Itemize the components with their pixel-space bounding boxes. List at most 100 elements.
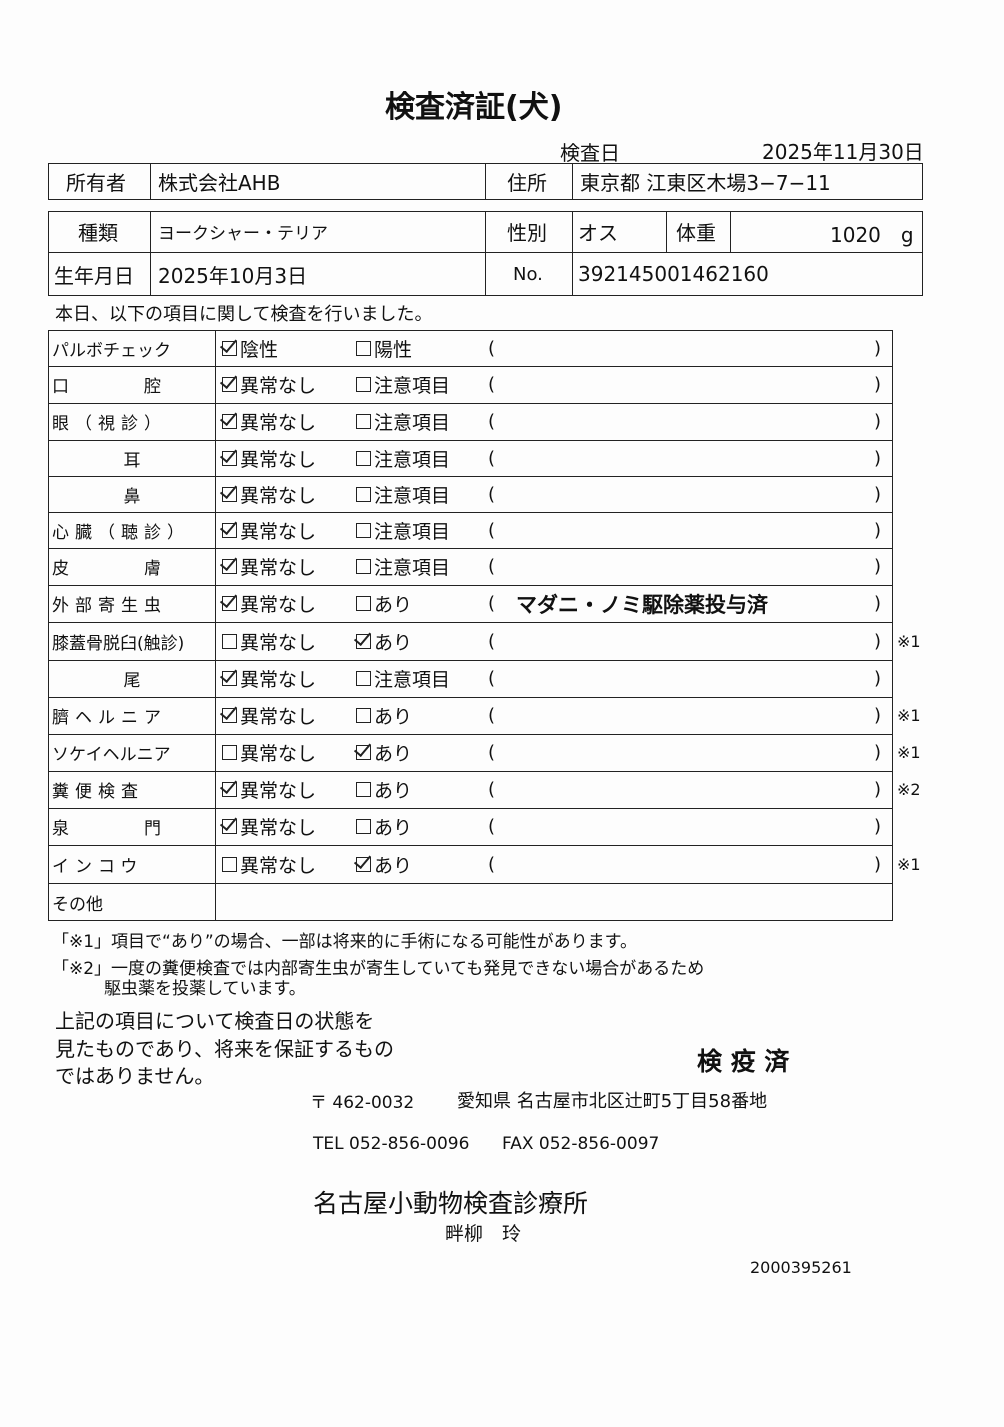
row-mark: ※1 [897, 706, 921, 725]
quarantine-stamp: 検 疫 済 [697, 1047, 790, 1076]
option-2[interactable]: あり [356, 771, 412, 808]
row-label: 外部寄生虫 [52, 596, 167, 616]
paren-open: ( [488, 668, 496, 689]
disclaimer-3: ではありません。 [55, 1064, 215, 1088]
checkbox[interactable] [356, 671, 371, 686]
checkbox[interactable] [222, 486, 237, 502]
option-1[interactable]: 陰性 [222, 330, 278, 366]
checkbox[interactable] [356, 486, 371, 502]
disclaimer-1: 上記の項目について検査日の状態を [55, 1009, 375, 1033]
checkbox[interactable] [356, 340, 371, 356]
option-2[interactable]: 陽性 [356, 330, 412, 366]
checkbox[interactable] [222, 633, 237, 649]
option-2[interactable]: 注意項目 [356, 660, 450, 697]
clinic-address: 愛知県 名古屋市北区辻町5丁目58番地 [457, 1091, 768, 1112]
paren-close: ) [874, 519, 882, 541]
option-2[interactable]: あり [356, 585, 412, 622]
other-label: その他 [52, 894, 103, 915]
option-2[interactable]: 注意項目 [356, 476, 450, 512]
paren-open: ( [488, 411, 496, 432]
row-label: 尾 [123, 671, 141, 691]
paren-close: ) [874, 593, 882, 614]
option-1[interactable]: 異常なし [222, 808, 316, 845]
option-1[interactable]: 異常なし [222, 440, 316, 476]
checkbox[interactable] [222, 596, 237, 611]
option-2[interactable]: 注意項目 [356, 512, 450, 548]
option-1[interactable]: 異常なし [222, 403, 316, 440]
paren-close: ) [874, 411, 882, 432]
row-label: 糞便検査 [52, 782, 144, 802]
checkbox[interactable] [222, 522, 237, 538]
checkbox[interactable] [356, 450, 371, 466]
breed-label: 種類 [78, 221, 118, 245]
option-1[interactable]: 異常なし [222, 697, 316, 734]
checkbox[interactable] [356, 745, 371, 760]
row-label: 鼻 [123, 486, 141, 507]
checkbox[interactable] [356, 522, 371, 538]
birth-label: 生年月日 [54, 263, 134, 288]
postal-code: 〒 462-0032 [310, 1093, 415, 1113]
option-2[interactable]: あり [356, 622, 412, 660]
checkbox[interactable] [222, 559, 237, 574]
checkbox[interactable] [356, 633, 371, 649]
option-1[interactable]: 異常なし [222, 622, 316, 660]
checkbox[interactable] [222, 340, 237, 356]
checkbox[interactable] [222, 708, 237, 723]
option-2[interactable]: あり [356, 845, 412, 883]
option-2[interactable]: 注意項目 [356, 548, 450, 585]
option-1[interactable]: 異常なし [222, 512, 316, 548]
option-1[interactable]: 異常なし [222, 771, 316, 808]
row-mark: ※1 [897, 631, 921, 651]
paren-close: ) [874, 668, 882, 689]
checkbox[interactable] [356, 596, 371, 611]
checkbox[interactable] [356, 856, 371, 872]
checkbox[interactable] [356, 377, 371, 392]
checkbox[interactable] [222, 819, 237, 834]
checkbox[interactable] [222, 745, 237, 760]
row-label: 膝蓋骨脱臼(触診) [52, 633, 185, 654]
checkbox[interactable] [222, 782, 237, 797]
option-2[interactable]: 注意項目 [356, 366, 450, 403]
checkbox[interactable] [222, 450, 237, 466]
option-1[interactable]: 異常なし [222, 548, 316, 585]
paren-close: ) [874, 337, 882, 359]
vet-name: 畔柳 玲 [445, 1223, 522, 1245]
row-label: 耳 [123, 450, 141, 471]
option-1[interactable]: 異常なし [222, 366, 316, 403]
option-1[interactable]: 異常なし [222, 476, 316, 512]
row-label: 泉 門 [52, 819, 167, 839]
sex-label: 性別 [507, 221, 547, 245]
option-2[interactable]: あり [356, 734, 412, 771]
option-1[interactable]: 異常なし [222, 660, 316, 697]
checkbox[interactable] [356, 414, 371, 429]
option-1[interactable]: 異常なし [222, 585, 316, 622]
breed-value: ヨークシャー・テリア [158, 224, 328, 244]
paren-open: ( [488, 337, 496, 359]
paren-open: ( [488, 593, 496, 614]
option-1[interactable]: 異常なし [222, 734, 316, 771]
checkbox[interactable] [222, 377, 237, 392]
option-2[interactable]: 注意項目 [356, 403, 450, 440]
paren-close: ) [874, 447, 882, 469]
row-mark: ※1 [897, 743, 921, 762]
option-2[interactable]: あり [356, 808, 412, 845]
checkbox[interactable] [356, 782, 371, 797]
paren-close: ) [874, 779, 882, 800]
fax: FAX 052-856-0097 [502, 1134, 660, 1154]
paren-open: ( [488, 519, 496, 541]
option-2[interactable]: 注意項目 [356, 440, 450, 476]
checkbox[interactable] [222, 671, 237, 686]
paren-close: ) [874, 374, 882, 395]
row-label: インコウ [52, 856, 144, 877]
option-1[interactable]: 異常なし [222, 845, 316, 883]
table-row-other [48, 883, 893, 921]
checkbox[interactable] [356, 559, 371, 574]
exam-date-label: 検査日 [560, 141, 620, 165]
checkbox[interactable] [356, 708, 371, 723]
checkbox[interactable] [222, 856, 237, 872]
sex-value: オス [578, 221, 618, 245]
option-2[interactable]: あり [356, 697, 412, 734]
paren-open: ( [488, 853, 496, 875]
checkbox[interactable] [356, 819, 371, 834]
checkbox[interactable] [222, 414, 237, 429]
